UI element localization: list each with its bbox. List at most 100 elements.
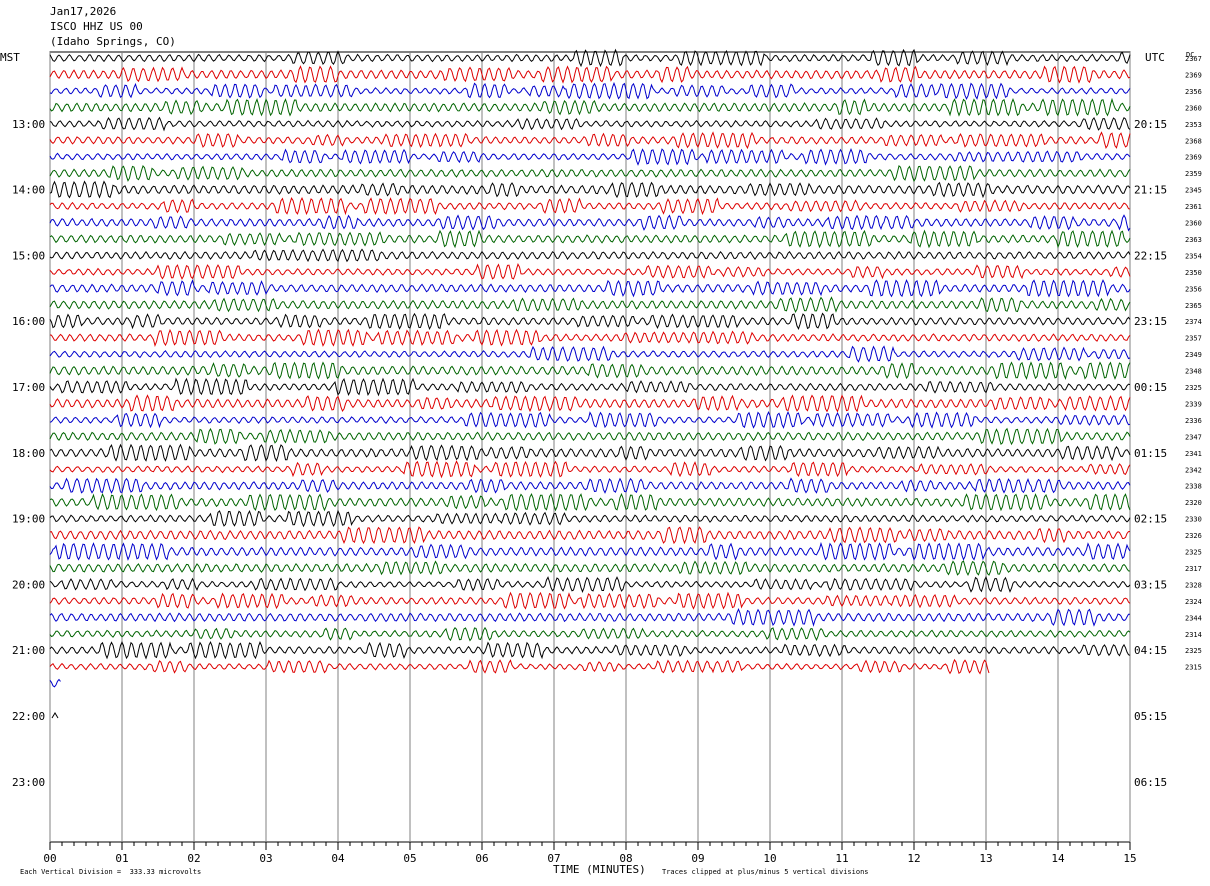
seismic-trace-34	[49, 591, 1131, 610]
seismic-trace-5	[49, 116, 1131, 132]
dc-offset-label: 2359	[1185, 170, 1202, 178]
right-hour-label: 22:15	[1134, 249, 1167, 262]
seismic-trace-23	[49, 410, 1131, 429]
seismic-trace-18	[49, 328, 1131, 347]
seismic-trace-2	[49, 65, 1131, 84]
seismic-trace-25	[49, 443, 1131, 462]
x-tick-label: 12	[907, 852, 920, 865]
dc-offset-label: 2338	[1185, 483, 1202, 491]
dc-offset-label: 2350	[1185, 269, 1202, 277]
dc-offset-label: 2344	[1185, 614, 1202, 622]
seismic-trace-12	[49, 229, 1131, 249]
right-hour-label: 21:15	[1134, 184, 1167, 197]
dc-offset-label: 2347	[1185, 433, 1202, 441]
left-hour-label: 18:00	[12, 447, 45, 460]
x-tick-label: 04	[331, 852, 345, 865]
x-tick-label: 08	[619, 852, 632, 865]
seismic-trace-29	[49, 509, 1131, 528]
header-date: Jan17,2026	[50, 5, 117, 18]
dc-offset-label: 2360	[1185, 220, 1202, 228]
seismic-trace-22	[49, 394, 1131, 413]
left-hour-label: 20:00	[12, 578, 45, 591]
header-location: (Idaho Springs, CO)	[50, 35, 176, 48]
dc-offset-label: 2368	[1185, 137, 1202, 145]
dc-offset-label: 2369	[1185, 154, 1202, 162]
header-station: ISCO HHZ US 00	[50, 20, 143, 33]
dc-offset-label: 2374	[1185, 318, 1202, 326]
seismic-trace-24	[49, 427, 1131, 446]
x-tick-label: 07	[547, 852, 560, 865]
seismic-trace-4	[49, 97, 1131, 117]
right-hour-label: 04:15	[1134, 644, 1167, 657]
seismic-trace-11	[49, 214, 1131, 232]
seismic-trace-36	[49, 626, 1131, 642]
trace-start-mark	[51, 712, 59, 719]
dc-offset-label: 2360	[1185, 104, 1202, 112]
scale-note: Each Vertical Division = 333.33 microvol…	[20, 868, 202, 876]
trace-layer	[49, 48, 1131, 719]
dc-offset-label: 2314	[1185, 631, 1202, 639]
dc-offset-label: 2369	[1185, 71, 1202, 79]
dc-offset-label: 2325	[1185, 384, 1202, 392]
dc-offset-label: 2325	[1185, 549, 1202, 557]
seismic-trace-31	[49, 541, 1131, 561]
left-axis-title: MST	[0, 51, 20, 64]
dc-offset-label: 2320	[1185, 499, 1202, 507]
dc-offset-label: 2342	[1185, 466, 1202, 474]
seismic-trace-20	[49, 361, 1131, 381]
dc-offset-label: 2365	[1185, 302, 1202, 310]
dc-offset-label: 2356	[1185, 285, 1202, 293]
dc-offset-label: 2341	[1185, 450, 1202, 458]
dc-label: DC	[1186, 51, 1195, 59]
seismic-trace-1	[49, 48, 1131, 68]
seismic-trace-17	[49, 312, 1131, 331]
seismic-trace-38	[49, 658, 990, 675]
dc-offset-label: 2324	[1185, 598, 1202, 606]
right-hour-label: 00:15	[1134, 381, 1167, 394]
seismic-trace-16	[49, 296, 1131, 313]
right-hour-label: 06:15	[1134, 776, 1167, 789]
seismic-trace-33	[49, 575, 1131, 593]
seismic-trace-27	[49, 477, 1131, 494]
left-hour-label: 13:00	[12, 118, 45, 131]
dc-offset-label: 2325	[1185, 647, 1202, 655]
x-tick-label: 05	[403, 852, 416, 865]
x-tick-label: 06	[475, 852, 488, 865]
x-tick-label: 11	[835, 852, 848, 865]
seismic-trace-30	[49, 526, 1131, 545]
x-tick-label: 15	[1123, 852, 1136, 865]
left-hour-label: 19:00	[12, 513, 45, 526]
left-hour-label: 17:00	[12, 381, 45, 394]
dc-offset-label: 2354	[1185, 252, 1202, 260]
seismic-trace-7	[49, 147, 1131, 166]
seismic-trace-28	[49, 492, 1131, 512]
label-layer: 00 01 02 03 04 05 06 07 08 09 10 11 12 13 14 15 13:00 14:…	[12, 55, 1202, 865]
right-axis-title: UTC	[1145, 51, 1165, 64]
dc-offset-label: 2339	[1185, 400, 1202, 408]
dc-offset-label: 2330	[1185, 516, 1202, 524]
left-hour-label: 15:00	[12, 249, 45, 262]
left-hour-label: 14:00	[12, 184, 45, 197]
seismic-trace-14	[49, 263, 1131, 280]
seismic-trace-partial	[49, 678, 61, 688]
x-tick-label: 10	[763, 852, 776, 865]
x-tick-label: 00	[43, 852, 56, 865]
right-hour-label: 03:15	[1134, 578, 1167, 591]
seismic-trace-8	[49, 164, 1131, 183]
x-tick-label: 02	[187, 852, 200, 865]
right-hour-label: 05:15	[1134, 710, 1167, 723]
seismic-trace-10	[49, 197, 1131, 216]
right-hour-label: 01:15	[1134, 447, 1167, 460]
seismic-trace-19	[49, 345, 1131, 363]
left-hour-label: 16:00	[12, 315, 45, 328]
x-tick-label: 03	[259, 852, 272, 865]
left-hour-label: 21:00	[12, 644, 45, 657]
dc-offset-label: 2349	[1185, 351, 1202, 359]
dc-offset-label: 2326	[1185, 532, 1202, 540]
seismic-trace-9	[49, 180, 1131, 199]
seismic-trace-35	[49, 608, 1130, 627]
dc-offset-label: 2317	[1185, 565, 1202, 573]
dc-offset-label: 2328	[1185, 581, 1202, 589]
x-tick-label: 01	[115, 852, 128, 865]
